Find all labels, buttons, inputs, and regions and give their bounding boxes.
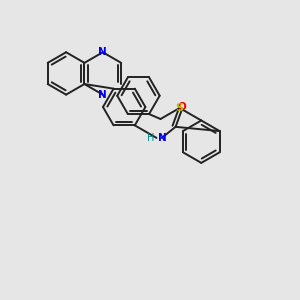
Text: S: S <box>176 103 184 113</box>
Text: N: N <box>98 47 107 57</box>
Text: H: H <box>147 133 154 143</box>
Text: O: O <box>177 102 186 112</box>
Text: N: N <box>158 133 167 143</box>
Text: N: N <box>98 90 107 100</box>
